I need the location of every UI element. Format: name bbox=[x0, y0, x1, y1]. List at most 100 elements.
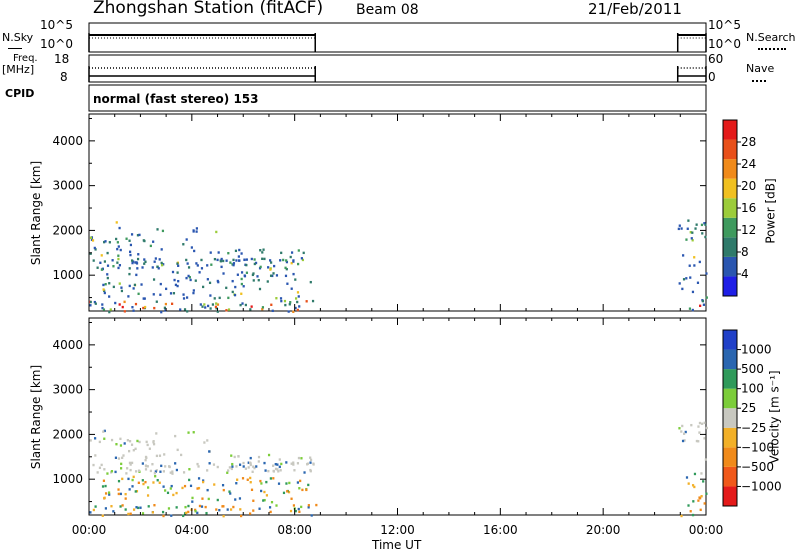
power-echo-cell bbox=[108, 241, 111, 244]
power-colorbar-segment bbox=[723, 139, 737, 160]
velocity-echo-cell bbox=[298, 510, 301, 514]
velocity-echo-cell bbox=[162, 470, 165, 473]
nsky-label: N.Sky bbox=[2, 31, 34, 44]
velocity-colorbar-segment bbox=[723, 466, 737, 487]
power-echo-cell bbox=[207, 304, 210, 308]
velocity-echo-cell bbox=[153, 504, 156, 507]
velocity-echo-cell bbox=[126, 439, 129, 442]
power-echo-cell bbox=[294, 278, 297, 281]
power-echo-cell bbox=[102, 283, 105, 287]
velocity-echo-cell bbox=[222, 505, 225, 508]
velocity-echo-cell bbox=[310, 514, 313, 517]
velocity-echo-cell bbox=[129, 463, 132, 466]
velocity-echo-cell bbox=[247, 461, 250, 464]
velocity-echo-cell bbox=[260, 482, 263, 485]
velocity-echo-cell bbox=[121, 456, 124, 460]
power-colorbar-tick-label: 24 bbox=[741, 157, 756, 171]
power-echo-cell bbox=[694, 227, 697, 230]
velocity-echo-cell bbox=[135, 490, 139, 493]
power-echo-cell bbox=[133, 283, 137, 287]
velocity-colorbar-segment bbox=[723, 486, 737, 506]
velocity-echo-cell bbox=[693, 485, 696, 489]
power-echo-cell bbox=[177, 279, 180, 283]
velocity-echo-cell bbox=[119, 505, 122, 508]
power-echo-cell bbox=[160, 261, 163, 265]
velocity-echo-cell bbox=[121, 504, 124, 507]
power-echo-cell bbox=[165, 287, 168, 291]
velocity-echo-cell bbox=[229, 492, 232, 495]
velocity-echo-cell bbox=[101, 485, 105, 488]
velocity-echo-cell bbox=[263, 490, 266, 494]
velocity-echo-cell bbox=[147, 505, 150, 508]
velocity-echo-cell bbox=[309, 461, 312, 464]
power-echo-cell bbox=[693, 256, 696, 259]
power-echo-cell bbox=[103, 291, 106, 295]
power-echo-cell bbox=[136, 257, 140, 261]
power-echo-cell bbox=[219, 260, 222, 263]
velocity-echo-cell bbox=[269, 477, 272, 480]
velocity-echo-cell bbox=[182, 514, 185, 518]
velocity-echo-cell bbox=[691, 513, 695, 517]
power-echo-cell bbox=[275, 274, 279, 277]
power-echo-cell bbox=[258, 267, 262, 270]
power-colorbar-segment bbox=[723, 178, 737, 199]
velocity-echo-cell bbox=[249, 456, 252, 460]
power-echo-cell bbox=[176, 271, 179, 274]
velocity-colorbar-segment bbox=[723, 369, 737, 389]
velocity-echo-cell bbox=[158, 454, 162, 457]
power-colorbar-segment bbox=[723, 159, 737, 179]
velocity-echo-cell bbox=[100, 463, 103, 467]
power-echo-cell bbox=[123, 300, 126, 304]
velocity-echo-cell bbox=[309, 468, 312, 472]
velocity-echo-cell bbox=[685, 476, 689, 479]
power-echo-cell bbox=[142, 306, 145, 310]
velocity-echo-cell bbox=[315, 503, 318, 507]
velocity-echo-cell bbox=[272, 469, 275, 473]
power-echo-cell bbox=[149, 244, 152, 248]
power-echo-cell bbox=[198, 271, 201, 274]
velocity-echo-cell bbox=[145, 440, 148, 444]
power-echo-cell bbox=[108, 282, 111, 285]
velocity-echo-cell bbox=[154, 470, 157, 473]
velocity-echo-cell bbox=[286, 490, 289, 493]
velocity-echo-cell bbox=[680, 514, 683, 518]
velocity-echo-cell bbox=[296, 462, 300, 465]
power-echo-cell bbox=[285, 267, 288, 271]
velocity-echo-cell bbox=[110, 505, 113, 508]
power-echo-cell bbox=[103, 289, 106, 292]
freq-label-bottom: [MHz] bbox=[2, 63, 35, 76]
nsearch-legend-line bbox=[758, 48, 786, 50]
velocity-echo-cell bbox=[163, 453, 166, 456]
power-echo-cell bbox=[702, 303, 706, 306]
power-echo-cell bbox=[215, 307, 218, 310]
power-echo-cell bbox=[174, 283, 178, 287]
velocity-echo-cell bbox=[309, 456, 312, 459]
velocity-echo-cell bbox=[206, 439, 209, 442]
y-tick-label: 2000 bbox=[52, 223, 83, 237]
power-colorbar-tick-label: 16 bbox=[741, 201, 756, 215]
power-echo-cell bbox=[301, 258, 305, 262]
power-echo-cell bbox=[309, 280, 312, 284]
velocity-echo-cell bbox=[166, 491, 170, 495]
velocity-colorbar-tick-label: −500 bbox=[741, 460, 774, 474]
velocity-echo-cell bbox=[228, 490, 231, 493]
power-echo-cell bbox=[101, 303, 104, 306]
power-echo-cell bbox=[101, 306, 104, 310]
velocity-echo-cell bbox=[144, 480, 147, 484]
velocity-echo-cell bbox=[249, 512, 252, 515]
power-echo-cell bbox=[686, 227, 689, 230]
velocity-echo-cell bbox=[239, 508, 242, 511]
power-echo-cell bbox=[192, 291, 195, 295]
velocity-echo-cell bbox=[689, 510, 692, 513]
power-echo-cell bbox=[100, 254, 103, 257]
power-echo-cell bbox=[144, 305, 147, 309]
velocity-echo-cell bbox=[226, 471, 229, 474]
velocity-echo-cell bbox=[227, 469, 230, 472]
power-echo-cell bbox=[234, 249, 238, 253]
velocity-echo-cell bbox=[250, 488, 254, 492]
velocity-echo-cell bbox=[202, 479, 205, 482]
velocity-echo-cell bbox=[162, 514, 165, 518]
power-echo-cell bbox=[232, 263, 235, 267]
velocity-echo-cell bbox=[268, 506, 272, 509]
velocity-echo-cell bbox=[267, 453, 271, 457]
